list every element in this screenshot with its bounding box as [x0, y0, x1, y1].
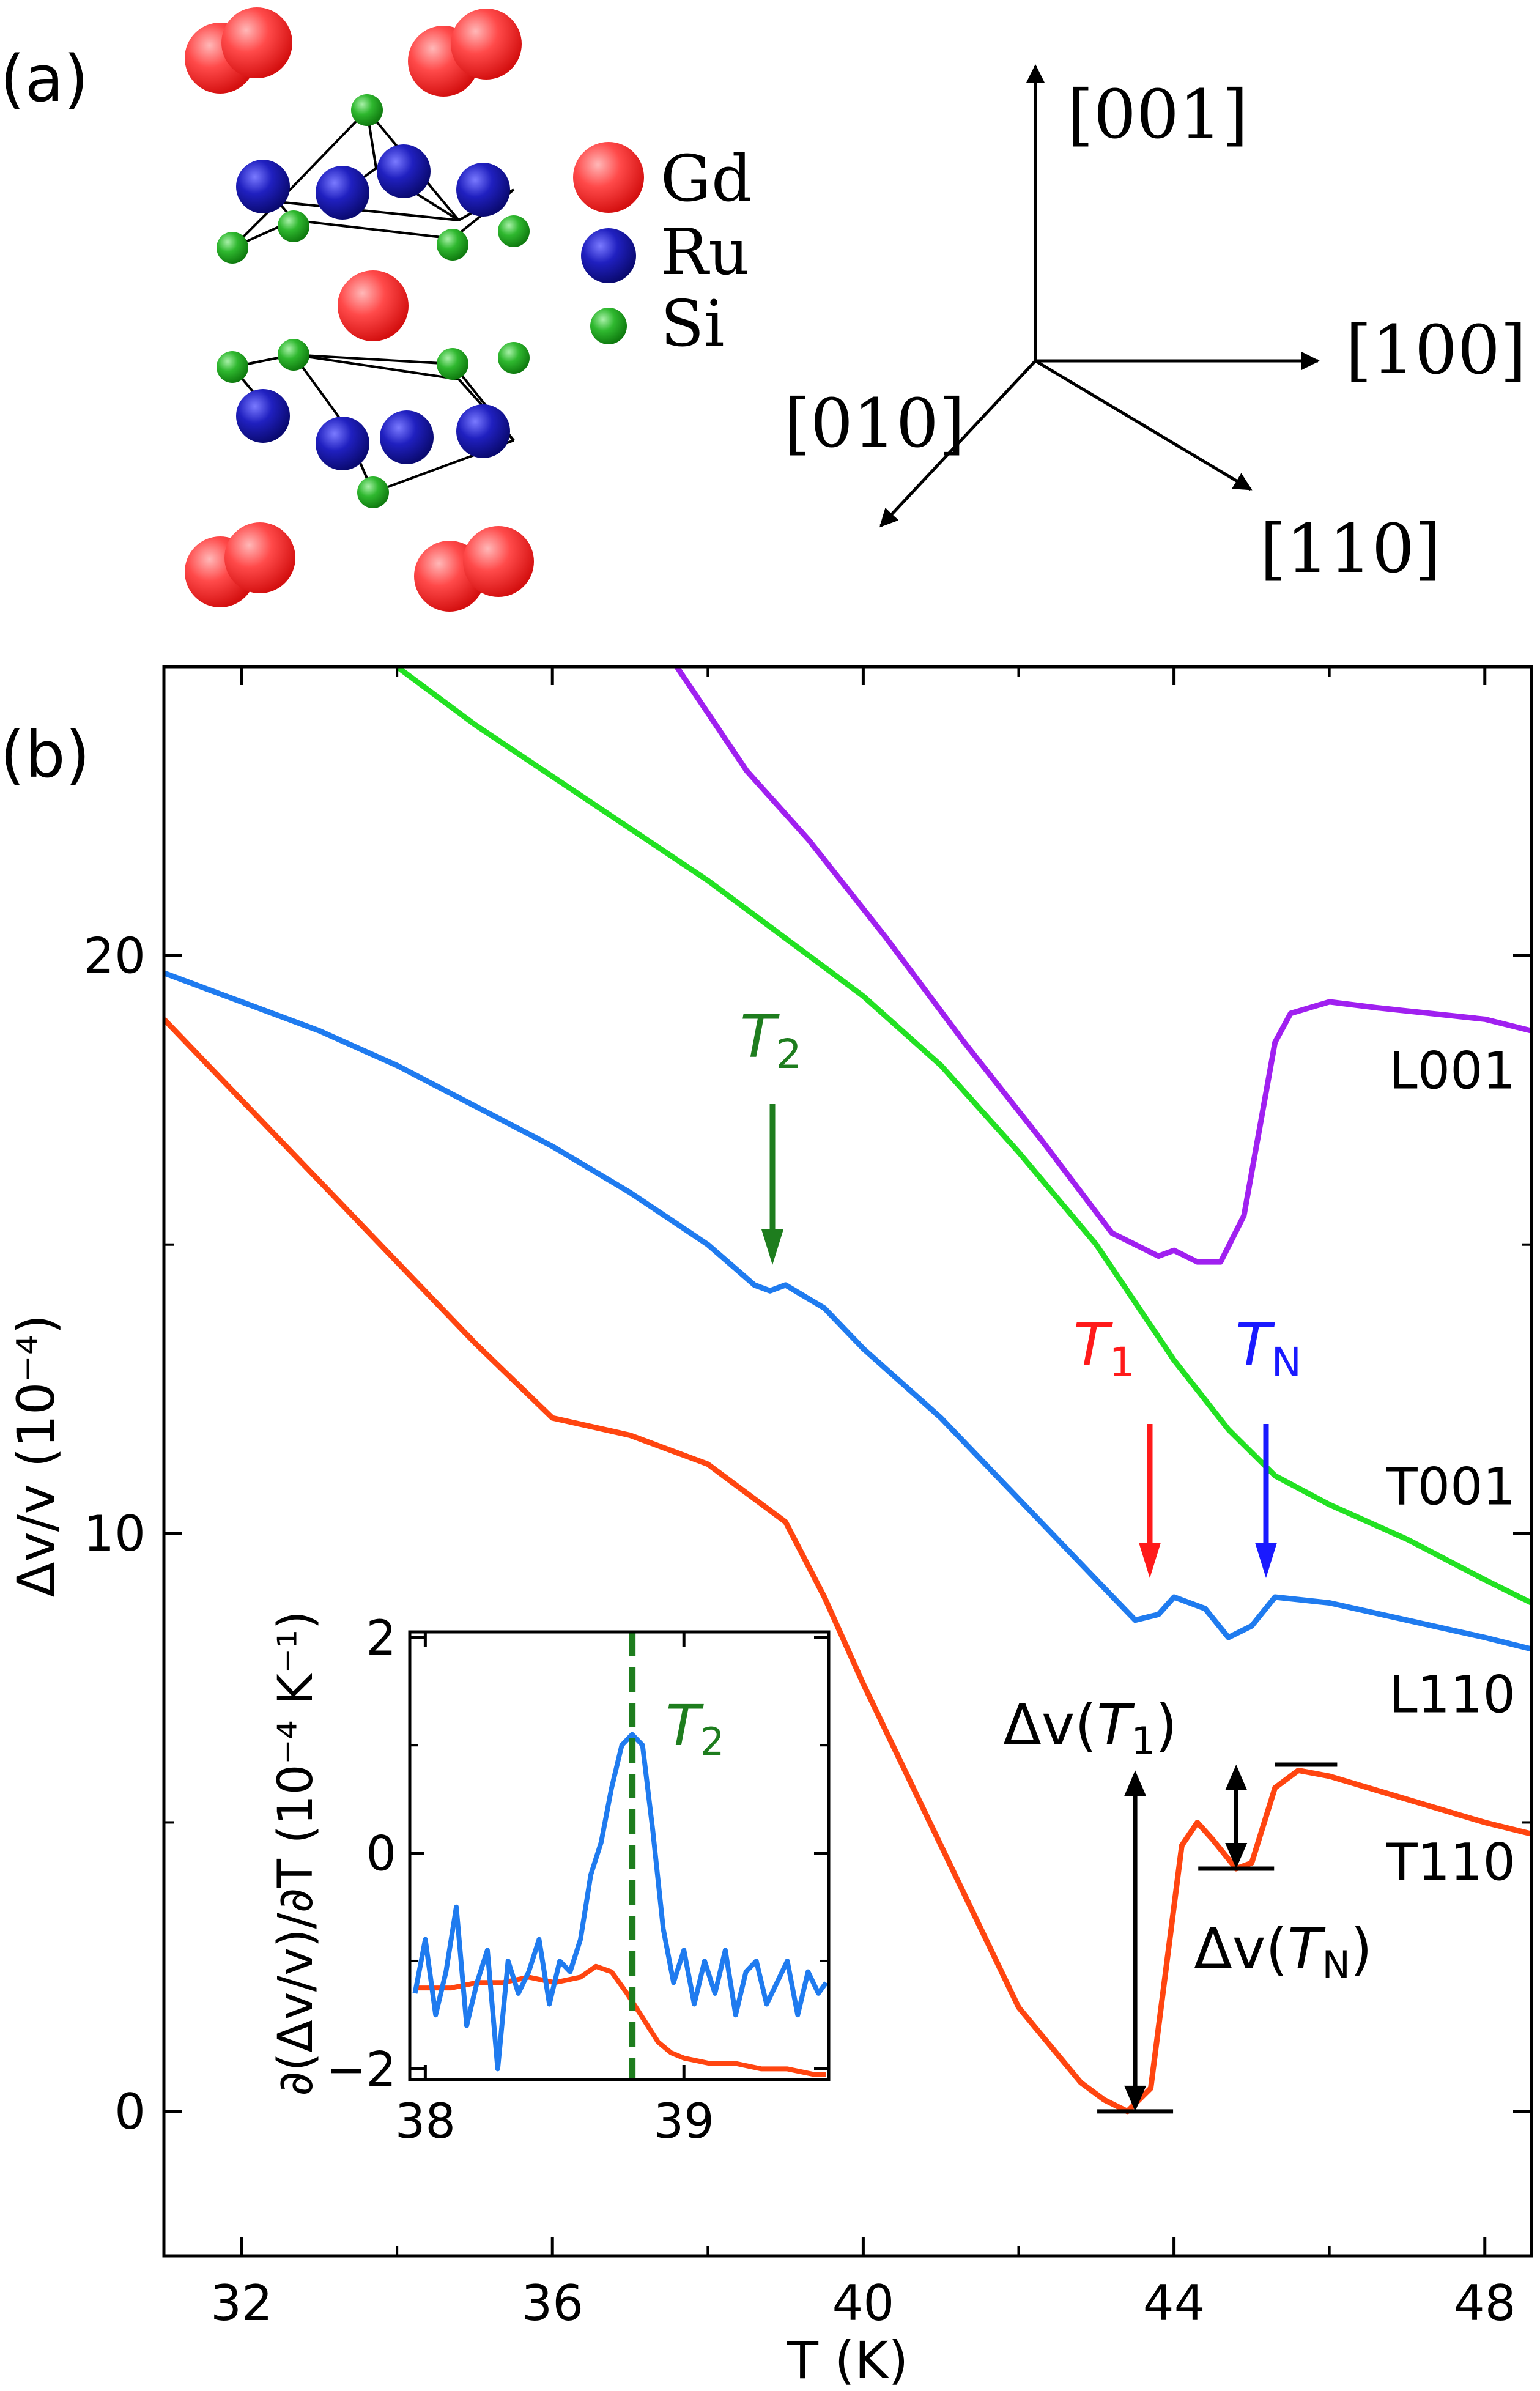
- main-frame: [162, 665, 1533, 2258]
- si-atom: [437, 348, 468, 380]
- ru-atom: [236, 389, 290, 443]
- inset-series: [412, 1732, 829, 2077]
- t2-label: T2: [740, 1003, 802, 1078]
- inset-x-tick-label: 39: [654, 2094, 714, 2149]
- si-atom: [278, 339, 309, 371]
- ru-atom: [377, 144, 431, 198]
- series-label-t001: T001: [1385, 1457, 1516, 1517]
- si-atom: [217, 232, 248, 264]
- y-tick-label: 0: [114, 2083, 146, 2140]
- dv-t1-bracket-head-down: [1124, 2085, 1147, 2111]
- t1-label: T1: [1073, 1311, 1135, 1386]
- si-atom: [351, 94, 383, 126]
- bond-line: [278, 201, 459, 221]
- x-tick-label: 44: [1143, 2275, 1205, 2332]
- ru-atom: [456, 404, 510, 458]
- inset-t2-label: T2: [666, 1693, 725, 1764]
- dv-tn-label: Δv(TN): [1194, 1916, 1372, 1987]
- ru-atom: [380, 410, 434, 464]
- inset-l110-line: [412, 1732, 829, 2072]
- dv-tn-bracket-head-up: [1225, 1764, 1248, 1790]
- bond-line: [293, 354, 459, 380]
- x-tick-label: 48: [1454, 2275, 1516, 2332]
- dv-t1-label: Δv(T1): [1003, 1692, 1177, 1763]
- axis-010-arrow: [879, 360, 1037, 528]
- bond-line: [293, 219, 453, 240]
- crystal-structure: [185, 7, 534, 612]
- dv-t1-bracket-head-up: [1124, 1770, 1147, 1796]
- dv-tn-bracket-head-down: [1225, 1843, 1248, 1869]
- ru-atom: [316, 166, 369, 220]
- legend-ru-label: Ru: [661, 215, 749, 289]
- series-t001-line: [395, 667, 1531, 1606]
- legend-si-label: Si: [661, 286, 725, 361]
- axis-001-label: [001]: [1067, 75, 1248, 154]
- inset-x-tick-label: 38: [395, 2094, 456, 2149]
- inset-plot: T2 38 39 −2 0 2 ∂(Δv/v)/∂T (10⁻⁴ K⁻¹): [268, 1611, 831, 2149]
- si-atom: [437, 229, 468, 261]
- series-label-l001: L001: [1389, 1040, 1516, 1100]
- tn-marker: TN: [1235, 1311, 1301, 1578]
- bond-line: [293, 354, 453, 365]
- inset-frame: [408, 1630, 831, 2081]
- series-label-l110: L110: [1389, 1665, 1516, 1725]
- si-atom: [357, 476, 389, 508]
- ru-legend-icon: [581, 228, 636, 283]
- panel-a-label: (a): [0, 42, 89, 116]
- axis-100-label: [100]: [1346, 311, 1527, 389]
- series-l001-line: [674, 667, 1531, 1265]
- series-l110-line: [164, 970, 1531, 1652]
- legend-gd-label: Gd: [661, 141, 752, 216]
- panel-b-label: (b): [0, 717, 90, 792]
- si-atom: [217, 351, 248, 383]
- gd-atom: [463, 526, 534, 597]
- y-tick-label: 10: [83, 1505, 146, 1562]
- tn-label: TN: [1235, 1311, 1301, 1386]
- si-atom: [498, 215, 530, 247]
- tn-arrowhead: [1255, 1543, 1277, 1578]
- x-tick-label: 40: [832, 2275, 895, 2332]
- gd-atom: [338, 270, 409, 341]
- t1-arrowhead: [1139, 1543, 1161, 1578]
- inset-t110-line: [415, 1963, 826, 2077]
- crystal-axes: [879, 64, 1320, 528]
- inset-y-tick-label: −2: [326, 2042, 396, 2097]
- ru-atom: [316, 417, 369, 470]
- si-legend-icon: [590, 308, 627, 344]
- inset-y-tick-label: 0: [366, 1827, 396, 1882]
- series-t110-line: [164, 1017, 1531, 2115]
- gd-legend-icon: [573, 142, 644, 213]
- atom-legend: Gd Ru Si: [573, 141, 752, 361]
- inset-y-tick-label: 2: [366, 1611, 396, 1666]
- si-atom: [278, 210, 309, 242]
- t1-marker: T1: [1073, 1311, 1161, 1578]
- gd-atom: [451, 9, 522, 80]
- series-lines: [164, 667, 1531, 2115]
- x-tick-label: 32: [210, 2275, 273, 2332]
- y-axis-label: Δv/v (10⁻⁴): [6, 1314, 66, 1597]
- series-label-t110: T110: [1385, 1833, 1516, 1892]
- gd-atom: [224, 522, 295, 593]
- t2-marker: T2: [740, 1003, 802, 1265]
- x-tick-label: 36: [521, 2275, 583, 2332]
- gd-atom: [221, 7, 292, 78]
- inset-y-axis-label: ∂(Δv/v)/∂T (10⁻⁴ K⁻¹): [268, 1611, 324, 2096]
- x-axis-label: T (K): [787, 2330, 909, 2390]
- axis-110-arrow: [1034, 359, 1253, 491]
- bond-line: [277, 109, 368, 203]
- inset-background: [410, 1632, 829, 2080]
- ru-atom: [456, 163, 510, 217]
- t2-arrowhead: [761, 1229, 783, 1265]
- ru-atom: [236, 160, 290, 213]
- axis-110-label: [110]: [1260, 510, 1441, 588]
- si-atom: [498, 342, 530, 374]
- axis-010-label: [010]: [784, 384, 965, 462]
- y-tick-label: 20: [83, 927, 146, 984]
